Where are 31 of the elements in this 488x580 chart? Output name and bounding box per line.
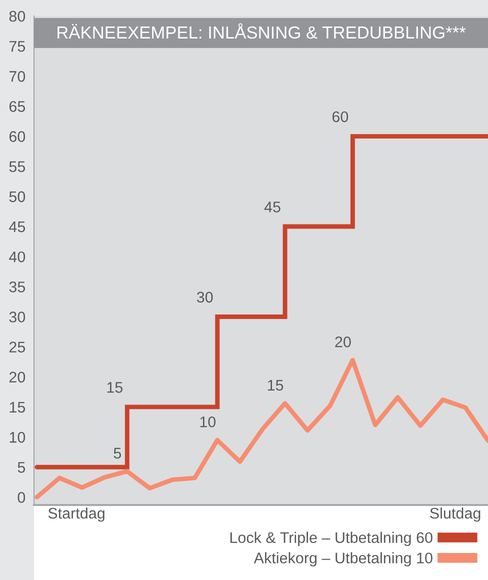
chart-title: RÄKNEEXEMPEL: INLÅSNING & TREDUBBLING*** — [58, 23, 466, 39]
y-tick-label: 30 — [9, 312, 26, 322]
legend-label: Lock & Triple – Utbetalning 60 — [230, 532, 432, 546]
text: Slutdag — [430, 507, 480, 522]
y-tick-label: 50 — [9, 191, 26, 202]
data-label: 60 — [332, 111, 348, 122]
data-label: 30 — [196, 292, 213, 303]
line-series — [34, 358, 488, 500]
annotation: 10 — [200, 416, 216, 428]
y-tick-label: 75 — [9, 41, 26, 52]
y-tick-label: 15 — [10, 402, 26, 413]
y-tick-label: 70 — [9, 71, 26, 82]
y-tick-label: 35 — [9, 282, 26, 292]
annotation: 15 — [268, 380, 284, 391]
y-tick-label: 25 — [9, 342, 26, 352]
annotation: 5 — [114, 448, 122, 459]
legend-label: Aktiekorg – Utbetalning 10 — [254, 552, 432, 566]
annotation: 20 — [335, 336, 351, 348]
y-tick-label: 20 — [9, 372, 26, 383]
y-tick-label: 60 — [9, 131, 26, 142]
y-tick-label: 40 — [9, 251, 26, 262]
y-tick-label: 5 — [18, 462, 26, 473]
data-label: 15 — [107, 382, 123, 393]
y-tick-label: 80 — [9, 10, 26, 22]
y-tick-label: 0 — [18, 492, 26, 503]
y-tick-label: 65 — [9, 101, 26, 112]
data-label: 45 — [264, 202, 280, 212]
y-tick-label: 10 — [10, 432, 26, 443]
y-tick-label: 55 — [9, 161, 26, 172]
y-tick-label: 45 — [9, 222, 26, 232]
text: Startdag — [48, 507, 104, 522]
